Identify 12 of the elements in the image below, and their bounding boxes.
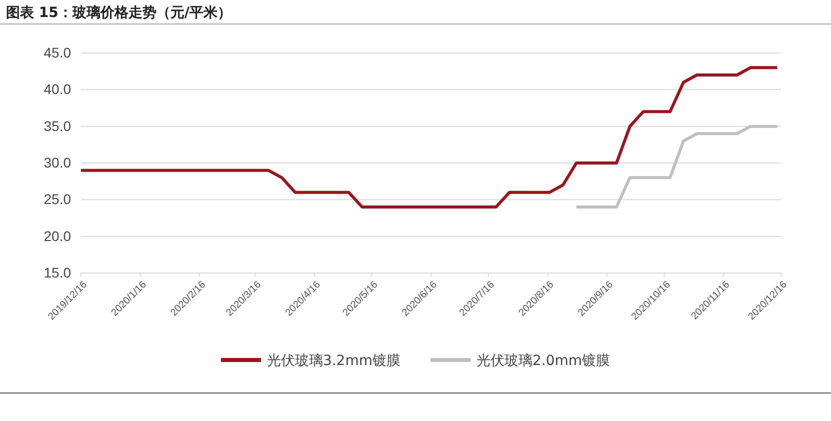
- y-tick-label: 40.0: [44, 81, 72, 98]
- y-tick-label: 15.0: [44, 264, 72, 280]
- line-series: [80, 66, 779, 208]
- y-tick-label: 30.0: [44, 154, 72, 170]
- line-series: [574, 124, 779, 208]
- y-tick-label: 45.0: [44, 44, 72, 60]
- legend-label: 光伏玻璃2.0mm镀膜: [476, 353, 610, 369]
- y-tick-label: 20.0: [44, 228, 72, 244]
- chart-title: 图表 15：玻璃价格走势（元/平米）: [6, 4, 232, 21]
- legend-label: 光伏玻璃3.2mm镀膜: [266, 353, 400, 369]
- y-tick-label: 25.0: [44, 191, 72, 208]
- y-tick-label: 35.0: [44, 118, 72, 134]
